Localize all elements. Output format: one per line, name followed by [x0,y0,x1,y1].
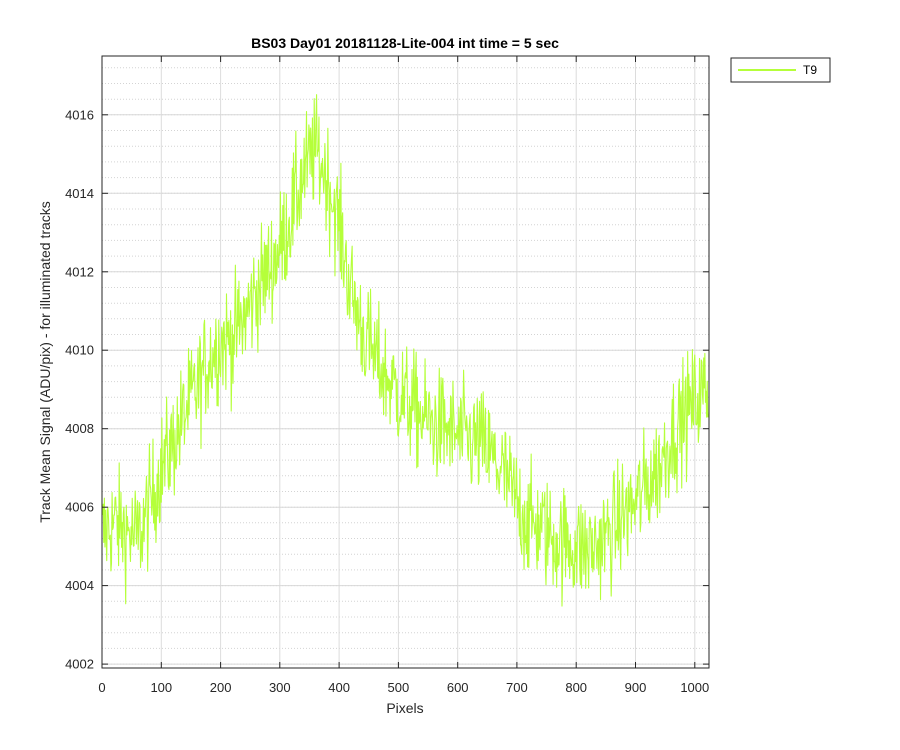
x-tick-label: 600 [447,680,469,695]
y-tick-label: 4002 [65,657,94,672]
x-tick-label: 400 [328,680,350,695]
axis-ticks [101,56,709,668]
plot-area [102,56,709,668]
x-tick-label: 500 [388,680,410,695]
y-tick-label: 4008 [65,421,94,436]
legend-label-t9: T9 [803,63,817,77]
plot-frame [101,55,710,669]
x-tick-label: 200 [210,680,232,695]
y-tick-label: 4010 [65,343,94,358]
legend: T9 [730,57,831,83]
x-tick-labels: 0 100 200 300 400 500 600 700 800 900 1000 [98,680,709,695]
y-tick-label: 4006 [65,500,94,515]
y-axis-label: Track Mean Signal (ADU/pix) - for illumi… [37,201,53,523]
series-line-t9 [101,94,710,607]
y-tick-label: 4004 [65,578,94,593]
x-axis-label: Pixels [386,700,423,716]
x-tick-label: 900 [625,680,647,695]
chart-title: BS03 Day01 20181128-Lite-004 int time = … [251,35,559,51]
y-tick-labels: 4002 4004 4006 4008 4010 4012 4014 4016 [65,107,94,671]
y-tick-label: 4014 [65,186,94,201]
series-layer [101,94,710,607]
x-tick-label: 0 [98,680,105,695]
x-tick-label: 300 [269,680,291,695]
x-tick-label: 800 [565,680,587,695]
y-tick-label: 4016 [65,107,94,122]
x-tick-label: 700 [506,680,528,695]
x-tick-label: 1000 [680,680,709,695]
y-tick-label: 4012 [65,264,94,279]
x-tick-label: 100 [150,680,172,695]
minor-grid [102,67,709,665]
